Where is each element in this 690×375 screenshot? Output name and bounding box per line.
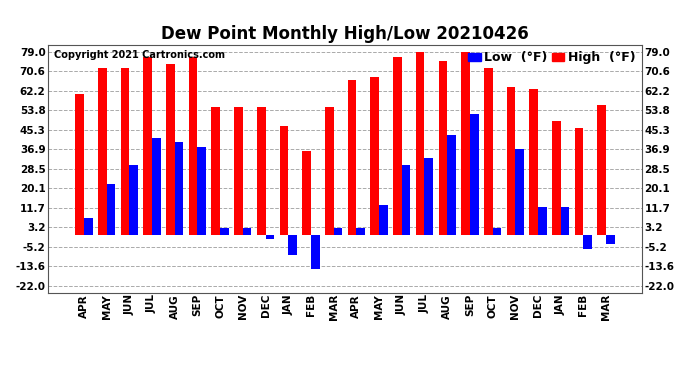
Bar bbox=[379, 205, 388, 235]
Bar bbox=[266, 235, 274, 239]
Bar bbox=[175, 142, 184, 235]
Bar bbox=[325, 108, 334, 235]
Bar bbox=[75, 94, 84, 235]
Bar bbox=[515, 149, 524, 235]
Bar bbox=[84, 219, 92, 235]
Bar bbox=[598, 105, 606, 235]
Bar bbox=[416, 52, 424, 235]
Bar bbox=[402, 165, 411, 235]
Bar bbox=[470, 114, 478, 235]
Bar bbox=[279, 126, 288, 235]
Bar bbox=[371, 77, 379, 235]
Bar bbox=[447, 135, 456, 235]
Bar bbox=[552, 122, 561, 235]
Bar bbox=[584, 235, 592, 249]
Bar bbox=[302, 152, 311, 235]
Bar bbox=[152, 138, 161, 235]
Bar bbox=[334, 228, 342, 235]
Bar bbox=[98, 68, 106, 235]
Bar bbox=[529, 89, 538, 235]
Bar bbox=[424, 158, 433, 235]
Bar bbox=[189, 57, 197, 235]
Bar bbox=[484, 68, 493, 235]
Bar bbox=[234, 108, 243, 235]
Bar bbox=[121, 68, 129, 235]
Bar bbox=[311, 235, 319, 269]
Bar bbox=[575, 128, 584, 235]
Bar bbox=[393, 57, 402, 235]
Bar bbox=[212, 108, 220, 235]
Bar bbox=[129, 165, 138, 235]
Bar bbox=[348, 80, 356, 235]
Bar bbox=[506, 87, 515, 235]
Bar bbox=[288, 235, 297, 255]
Bar bbox=[461, 52, 470, 235]
Bar bbox=[166, 63, 175, 235]
Bar bbox=[243, 228, 251, 235]
Bar bbox=[561, 207, 569, 235]
Bar bbox=[106, 184, 115, 235]
Bar bbox=[197, 147, 206, 235]
Bar bbox=[538, 207, 546, 235]
Legend: Low  (°F), High  (°F): Low (°F), High (°F) bbox=[469, 51, 635, 64]
Bar bbox=[220, 228, 229, 235]
Bar bbox=[257, 108, 266, 235]
Title: Dew Point Monthly High/Low 20210426: Dew Point Monthly High/Low 20210426 bbox=[161, 26, 529, 44]
Bar bbox=[144, 57, 152, 235]
Bar bbox=[493, 228, 501, 235]
Bar bbox=[439, 61, 447, 235]
Bar bbox=[606, 235, 615, 244]
Bar bbox=[356, 228, 365, 235]
Text: Copyright 2021 Cartronics.com: Copyright 2021 Cartronics.com bbox=[55, 50, 225, 60]
